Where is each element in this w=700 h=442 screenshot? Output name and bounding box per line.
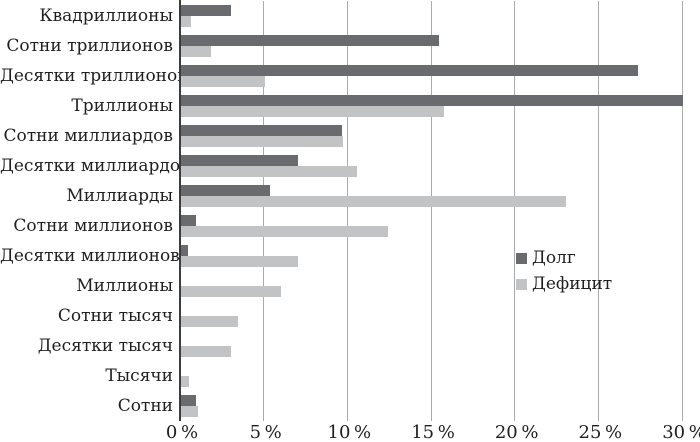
bar-debt bbox=[181, 35, 439, 46]
gridline-15pct bbox=[430, 1, 432, 421]
bar-debt bbox=[181, 155, 299, 166]
category-label: Сотни миллионов bbox=[13, 216, 173, 236]
bar-deficit bbox=[181, 166, 357, 177]
bar-deficit bbox=[181, 286, 282, 297]
category-label: Сотни bbox=[117, 396, 173, 416]
bar-deficit bbox=[181, 196, 566, 207]
x-tick-label: 5 % bbox=[249, 422, 282, 442]
bar-deficit bbox=[181, 376, 190, 387]
bar-deficit bbox=[181, 46, 212, 57]
category-label: Миллиарды bbox=[66, 186, 173, 206]
plot-area bbox=[180, 1, 683, 421]
category-axis: Квадриллионы Сотни триллионов Десятки трил… bbox=[0, 0, 190, 421]
category-label: Тысячи bbox=[105, 366, 173, 386]
bar-deficit bbox=[181, 406, 198, 417]
bar-debt bbox=[181, 125, 342, 136]
legend: Долг Дефицит bbox=[516, 250, 612, 302]
x-tick-label: 25 % bbox=[578, 422, 623, 442]
bar-debt bbox=[181, 5, 232, 16]
category-label: Миллионы bbox=[76, 276, 173, 296]
gridline-5pct bbox=[263, 1, 265, 421]
debt-swatch-icon bbox=[516, 253, 527, 264]
bar-deficit bbox=[181, 346, 232, 357]
category-label: Квадриллионы bbox=[39, 6, 173, 26]
bar-deficit bbox=[181, 16, 192, 27]
category-label: Триллионы bbox=[71, 96, 173, 116]
bar-debt bbox=[181, 65, 638, 76]
bar-debt bbox=[181, 245, 188, 256]
category-label: Десятки тысяч bbox=[37, 336, 173, 356]
x-tick-label: 0 % bbox=[165, 422, 199, 442]
y-axis-line bbox=[179, 0, 181, 421]
gridline-10pct bbox=[346, 1, 348, 421]
bar-debt bbox=[181, 215, 197, 226]
bar-deficit bbox=[181, 256, 299, 267]
x-tick-label: 20 % bbox=[494, 422, 539, 442]
category-label: Десятки триллионов bbox=[0, 66, 187, 86]
deficit-swatch-icon bbox=[516, 279, 527, 290]
category-label: Сотни тысяч bbox=[57, 306, 173, 326]
legend-item-debt: Долг bbox=[516, 250, 612, 267]
x-axis-ticks: 0 % 5 % 10 % 15 % 20 % 25 % 30 % bbox=[0, 423, 700, 442]
bar-deficit bbox=[181, 316, 238, 327]
category-label: Сотни триллионов bbox=[6, 36, 173, 56]
bar-deficit bbox=[181, 226, 389, 237]
x-tick-label: 10 % bbox=[327, 422, 372, 442]
x-tick-label: 30 % bbox=[662, 422, 700, 442]
x-tick-label: 15 % bbox=[411, 422, 455, 442]
legend-label-deficit: Дефицит bbox=[532, 274, 613, 294]
bar-debt bbox=[181, 185, 270, 196]
legend-item-deficit: Дефицит bbox=[516, 276, 612, 293]
bar-deficit bbox=[181, 106, 444, 117]
category-label: Сотни миллиардов bbox=[3, 126, 174, 146]
category-label: Десятки миллиардов bbox=[0, 156, 190, 176]
gridline-20pct bbox=[514, 1, 516, 421]
gridline-25pct bbox=[597, 1, 599, 421]
bar-deficit bbox=[181, 76, 265, 87]
bar-deficit bbox=[181, 136, 344, 147]
bar-debt bbox=[181, 395, 197, 406]
legend-label-debt: Долг bbox=[532, 248, 576, 268]
category-label: Десятки миллионов bbox=[0, 246, 180, 266]
bar-debt bbox=[181, 95, 683, 106]
gridline-30pct bbox=[681, 1, 683, 421]
